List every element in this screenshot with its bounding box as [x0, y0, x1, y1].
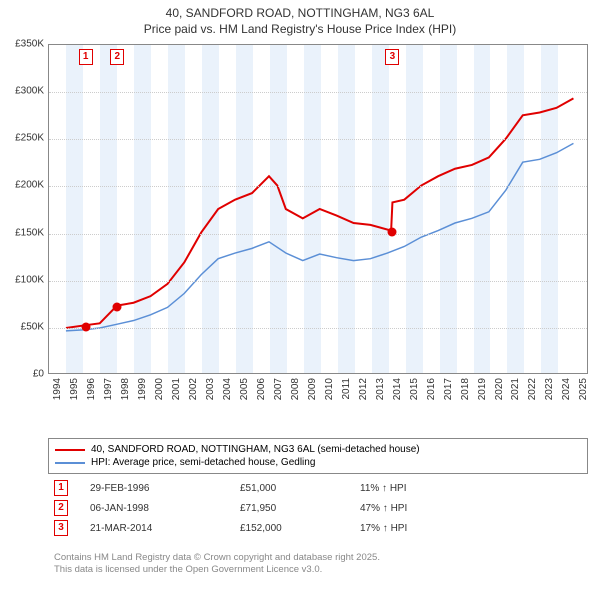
legend-label: HPI: Average price, semi-detached house,…: [91, 457, 315, 468]
sales-row-marker: 2: [54, 500, 68, 516]
xaxis-tick-label: 2001: [171, 378, 182, 408]
sale-marker-box: 1: [79, 49, 93, 65]
sales-row-change: 17% ↑ HPI: [360, 523, 510, 534]
legend-item: 40, SANDFORD ROAD, NOTTINGHAM, NG3 6AL (…: [55, 443, 581, 456]
yaxis-tick-label: £0: [0, 369, 44, 380]
chart-title: 40, SANDFORD ROAD, NOTTINGHAM, NG3 6AL P…: [0, 0, 600, 37]
series-line: [66, 98, 574, 328]
xaxis-tick-label: 1994: [52, 378, 63, 408]
sales-row-marker: 1: [54, 480, 68, 496]
xaxis-tick-label: 2020: [494, 378, 505, 408]
footer-line2: This data is licensed under the Open Gov…: [54, 564, 582, 576]
series-line: [66, 143, 574, 330]
gridline: [49, 186, 587, 187]
legend-item: HPI: Average price, semi-detached house,…: [55, 456, 581, 469]
xaxis-tick-label: 1996: [86, 378, 97, 408]
sales-table-row: 2 06-JAN-1998£71,95047% ↑ HPI: [48, 498, 588, 518]
legend-label: 40, SANDFORD ROAD, NOTTINGHAM, NG3 6AL (…: [91, 444, 420, 455]
xaxis-tick-label: 2003: [205, 378, 216, 408]
xaxis-tick-label: 2011: [341, 378, 352, 408]
gridline: [49, 139, 587, 140]
xaxis-tick-label: 2018: [460, 378, 471, 408]
gridline: [49, 328, 587, 329]
xaxis-tick-label: 2010: [324, 378, 335, 408]
xaxis-tick-label: 2009: [307, 378, 318, 408]
xaxis-tick-label: 2004: [222, 378, 233, 408]
yaxis-tick-label: £350K: [0, 39, 44, 50]
yaxis-tick-label: £100K: [0, 274, 44, 285]
gridline: [49, 281, 587, 282]
legend-swatch: [55, 462, 85, 464]
sales-row-date: 21-MAR-2014: [90, 523, 240, 534]
sales-table-row: 3 21-MAR-2014£152,00017% ↑ HPI: [48, 518, 588, 538]
xaxis-tick-label: 2022: [527, 378, 538, 408]
sales-row-price: £51,000: [240, 483, 360, 494]
yaxis-tick-label: £50K: [0, 321, 44, 332]
legend: 40, SANDFORD ROAD, NOTTINGHAM, NG3 6AL (…: [48, 438, 588, 474]
xaxis-tick-label: 2006: [256, 378, 267, 408]
xaxis-tick-label: 2002: [188, 378, 199, 408]
sale-marker-dot: [81, 322, 90, 331]
xaxis-tick-label: 2014: [392, 378, 403, 408]
sale-marker-dot: [113, 303, 122, 312]
xaxis-tick-label: 1999: [137, 378, 148, 408]
xaxis-tick-label: 2007: [273, 378, 284, 408]
title-line1: 40, SANDFORD ROAD, NOTTINGHAM, NG3 6AL: [0, 6, 600, 22]
sales-row-change: 11% ↑ HPI: [360, 483, 510, 494]
series-svg: [49, 45, 587, 373]
gridline: [49, 92, 587, 93]
sales-row-date: 06-JAN-1998: [90, 503, 240, 514]
sales-row-marker: 3: [54, 520, 68, 536]
xaxis-tick-label: 2017: [443, 378, 454, 408]
sale-marker-box: 2: [110, 49, 124, 65]
xaxis-tick-label: 2012: [358, 378, 369, 408]
xaxis-tick-label: 2005: [239, 378, 250, 408]
xaxis-tick-label: 2023: [544, 378, 555, 408]
yaxis-tick-label: £300K: [0, 86, 44, 97]
xaxis-tick-label: 2025: [578, 378, 589, 408]
gridline: [49, 234, 587, 235]
footer-line1: Contains HM Land Registry data © Crown c…: [54, 552, 582, 564]
xaxis-tick-label: 2019: [477, 378, 488, 408]
xaxis-tick-label: 2000: [154, 378, 165, 408]
plot-region: 1 2 3: [48, 44, 588, 374]
sales-row-price: £71,950: [240, 503, 360, 514]
sale-marker-dot: [388, 227, 397, 236]
xaxis-tick-label: 2024: [561, 378, 572, 408]
chart-area: 123 £0£50K£100K£150K£200K£250K£300K£350K…: [48, 44, 588, 404]
xaxis-tick-label: 2021: [510, 378, 521, 408]
sales-table: 1 29-FEB-1996£51,00011% ↑ HPI 2 06-JAN-1998…: [48, 478, 588, 538]
xaxis-tick-label: 1995: [69, 378, 80, 408]
yaxis-tick-label: £250K: [0, 133, 44, 144]
sales-row-date: 29-FEB-1996: [90, 483, 240, 494]
yaxis-tick-label: £200K: [0, 180, 44, 191]
sales-table-row: 1 29-FEB-1996£51,00011% ↑ HPI: [48, 478, 588, 498]
footer-attribution: Contains HM Land Registry data © Crown c…: [48, 548, 588, 581]
xaxis-tick-label: 1998: [120, 378, 131, 408]
xaxis-tick-label: 2015: [409, 378, 420, 408]
sales-row-change: 47% ↑ HPI: [360, 503, 510, 514]
legend-swatch: [55, 449, 85, 451]
xaxis-tick-label: 2016: [426, 378, 437, 408]
xaxis-tick-label: 2013: [375, 378, 386, 408]
yaxis-tick-label: £150K: [0, 227, 44, 238]
chart-container: 40, SANDFORD ROAD, NOTTINGHAM, NG3 6AL P…: [0, 0, 600, 590]
xaxis-tick-label: 1997: [103, 378, 114, 408]
sale-marker-box: 3: [385, 49, 399, 65]
sales-row-price: £152,000: [240, 523, 360, 534]
xaxis-tick-label: 2008: [290, 378, 301, 408]
title-line2: Price paid vs. HM Land Registry's House …: [0, 22, 600, 38]
